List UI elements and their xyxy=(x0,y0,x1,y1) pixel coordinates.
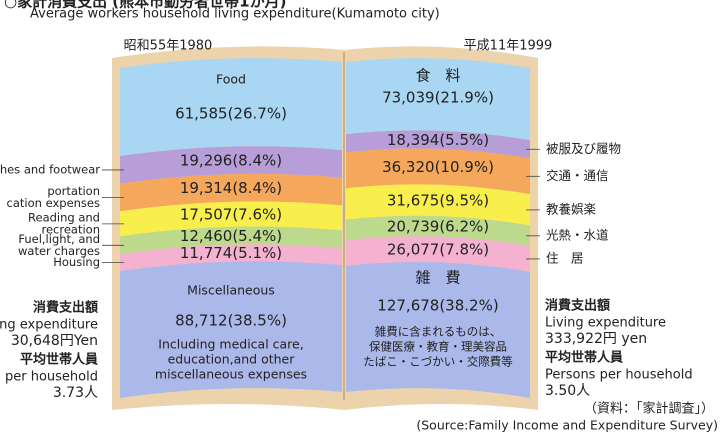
series-name: 食 料 xyxy=(415,67,460,85)
band xyxy=(120,261,342,398)
series-name: Reading and xyxy=(28,210,100,224)
band xyxy=(346,261,530,398)
series-name: portation xyxy=(47,184,100,198)
band xyxy=(120,173,342,212)
series-name: 交通・通信 xyxy=(546,168,609,183)
note: miscellaneous expenses xyxy=(155,367,307,382)
year-label: 平成11年1999 xyxy=(464,39,553,54)
source: （資料：「家計調査」） xyxy=(584,401,714,417)
note: Including medical care, xyxy=(158,337,303,352)
total: ing expenditure xyxy=(0,318,98,333)
value-label: 36,320(10.9%) xyxy=(382,158,494,176)
band xyxy=(346,130,530,159)
band xyxy=(346,184,530,226)
series-name: 光熱・水道 xyxy=(546,227,609,242)
series-name: recreation xyxy=(42,222,101,236)
note: 保健医療・教育・理美容品 xyxy=(369,339,507,353)
value-label: 19,296(8.4%) xyxy=(180,151,282,169)
series-name: Food xyxy=(216,72,246,87)
note: たばこ・こづかい・交際費等 xyxy=(363,354,513,368)
total: 3.73人 xyxy=(53,385,98,401)
value-label: 26,077(7.8%) xyxy=(387,240,489,258)
value-label: 19,314(8.4%) xyxy=(180,179,282,197)
series-name: 住 居 xyxy=(546,250,584,265)
value-label: 18,394(5.5%) xyxy=(387,131,489,149)
total: 333,922円 yen xyxy=(545,331,647,347)
band xyxy=(346,215,530,247)
note: 雑費に含まれるものは、 xyxy=(375,324,502,338)
value-label: 20,739(6.2%) xyxy=(387,217,489,235)
band xyxy=(346,148,530,195)
band xyxy=(120,201,342,237)
value-label: 73,039(21.9%) xyxy=(382,89,494,107)
value-label: 88,712(38.5%) xyxy=(175,312,287,330)
note: education,and other xyxy=(168,352,296,367)
value-label: 31,675(9.5%) xyxy=(387,191,489,209)
value-label: 12,460(5.4%) xyxy=(180,227,282,245)
value-label: 61,585(26.7%) xyxy=(175,105,287,123)
band xyxy=(346,236,530,272)
band xyxy=(120,58,342,157)
total: 30,648円Yen xyxy=(11,333,98,349)
value-label: 11,774(5.1%) xyxy=(180,244,282,262)
total: Persons per household xyxy=(545,368,693,383)
year-label: 昭和55年1980 xyxy=(124,39,213,54)
total: 3.50人 xyxy=(545,383,590,399)
total: Living expenditure xyxy=(545,316,666,331)
total: per household xyxy=(5,370,98,385)
series-name: 教養娯楽 xyxy=(546,201,597,216)
series-name: Housing xyxy=(53,255,100,269)
series-name: 雑 費 xyxy=(415,268,460,286)
value-label: 17,507(7.6%) xyxy=(180,205,282,223)
series-name: 被服及び履物 xyxy=(546,141,621,156)
series-name: Fuel,light, and xyxy=(18,232,100,246)
subtitle: Average workers household living expendi… xyxy=(30,7,440,22)
chart-title: ○家計消費支出 (熊本市勤労者世帯1か月) xyxy=(4,0,286,11)
total: 消費支出額 xyxy=(545,298,610,314)
series-name: Miscellaneous xyxy=(187,283,275,298)
band xyxy=(346,58,530,141)
band xyxy=(120,226,342,255)
series-name: cation expenses xyxy=(7,196,100,210)
band xyxy=(120,146,342,184)
source: (Source:Family Income and Expenditure Su… xyxy=(416,418,718,433)
series-name: hes and footwear xyxy=(0,162,100,176)
total: 平均世帯人員 xyxy=(20,352,98,368)
total: 平均世帯人員 xyxy=(545,350,623,366)
total: 消費支出額 xyxy=(33,300,98,316)
value-label: 127,678(38.2%) xyxy=(377,296,498,314)
band xyxy=(120,244,342,272)
series-name: water charges xyxy=(18,244,100,258)
